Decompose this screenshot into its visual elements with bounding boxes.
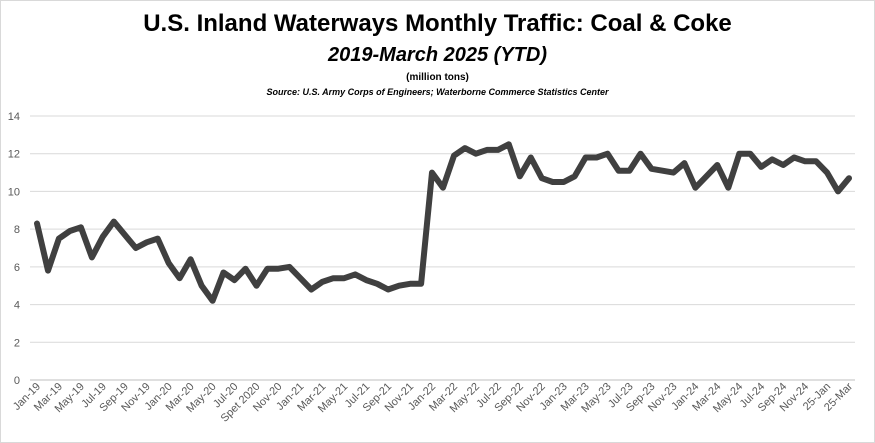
data-point bbox=[474, 152, 478, 156]
data-point bbox=[463, 146, 467, 150]
data-point bbox=[112, 220, 116, 224]
data-point bbox=[386, 287, 390, 291]
data-point bbox=[781, 163, 785, 167]
data-point bbox=[57, 237, 61, 241]
data-point bbox=[353, 272, 357, 276]
data-point bbox=[79, 225, 83, 229]
data-point bbox=[529, 155, 533, 159]
data-point bbox=[715, 163, 719, 167]
data-point bbox=[397, 284, 401, 288]
data-point bbox=[847, 176, 851, 180]
data-point bbox=[726, 186, 730, 190]
chart-source: Source: U.S. Army Corps of Engineers; Wa… bbox=[266, 87, 609, 97]
data-point bbox=[276, 267, 280, 271]
data-point bbox=[156, 237, 160, 241]
y-tick-label: 8 bbox=[14, 224, 20, 236]
data-point bbox=[803, 159, 807, 163]
data-point bbox=[298, 276, 302, 280]
data-point bbox=[606, 152, 610, 156]
data-point bbox=[35, 221, 39, 225]
data-point bbox=[189, 257, 193, 261]
data-point bbox=[331, 276, 335, 280]
data-point bbox=[649, 167, 653, 171]
data-point bbox=[123, 233, 127, 237]
y-tick-label: 0 bbox=[14, 375, 20, 387]
data-point bbox=[243, 267, 247, 271]
chart-title: U.S. Inland Waterways Monthly Traffic: C… bbox=[143, 10, 732, 37]
y-tick-label: 6 bbox=[14, 262, 20, 274]
y-tick-label: 4 bbox=[14, 300, 20, 312]
data-point bbox=[364, 278, 368, 282]
data-point bbox=[628, 169, 632, 173]
chart-subtitle: 2019-March 2025 (YTD) bbox=[328, 44, 547, 66]
data-point bbox=[211, 299, 215, 303]
data-point bbox=[419, 282, 423, 286]
data-point bbox=[134, 246, 138, 250]
data-point bbox=[704, 174, 708, 178]
data-point bbox=[693, 186, 697, 190]
data-point bbox=[222, 271, 226, 275]
data-point bbox=[145, 240, 149, 244]
data-point bbox=[496, 148, 500, 152]
data-point bbox=[551, 180, 555, 184]
data-point bbox=[178, 276, 182, 280]
data-point bbox=[485, 148, 489, 152]
data-point bbox=[441, 186, 445, 190]
data-point bbox=[562, 180, 566, 184]
data-point bbox=[375, 282, 379, 286]
data-point bbox=[825, 171, 829, 175]
data-point bbox=[342, 276, 346, 280]
data-point bbox=[682, 161, 686, 165]
data-point bbox=[540, 176, 544, 180]
data-point bbox=[518, 174, 522, 178]
data-point bbox=[265, 267, 269, 271]
data-point bbox=[836, 189, 840, 193]
chart-units: (million tons) bbox=[406, 72, 469, 83]
data-point bbox=[584, 155, 588, 159]
data-point bbox=[759, 165, 763, 169]
y-tick-label: 14 bbox=[8, 111, 20, 123]
data-point bbox=[792, 155, 796, 159]
data-point bbox=[595, 155, 599, 159]
y-tick-label: 2 bbox=[14, 337, 20, 349]
data-point bbox=[770, 157, 774, 161]
data-point bbox=[309, 287, 313, 291]
series-line bbox=[34, 141, 852, 304]
data-point bbox=[671, 171, 675, 175]
data-point bbox=[167, 261, 171, 265]
data-point bbox=[68, 229, 72, 233]
data-point bbox=[639, 152, 643, 156]
data-point bbox=[573, 174, 577, 178]
data-point bbox=[408, 282, 412, 286]
data-point bbox=[737, 152, 741, 156]
data-point bbox=[660, 169, 664, 173]
data-point bbox=[90, 255, 94, 259]
data-point bbox=[320, 280, 324, 284]
data-point bbox=[46, 269, 50, 273]
data-point bbox=[507, 142, 511, 146]
y-tick-label: 12 bbox=[8, 149, 20, 161]
data-point bbox=[814, 159, 818, 163]
data-point bbox=[101, 235, 105, 239]
data-point bbox=[748, 152, 752, 156]
data-point bbox=[287, 265, 291, 269]
data-point bbox=[430, 171, 434, 175]
y-tick-label: 10 bbox=[8, 186, 20, 198]
data-point bbox=[200, 284, 204, 288]
data-point bbox=[233, 278, 237, 282]
data-point bbox=[452, 154, 456, 158]
data-point bbox=[254, 284, 258, 288]
data-point bbox=[617, 169, 621, 173]
